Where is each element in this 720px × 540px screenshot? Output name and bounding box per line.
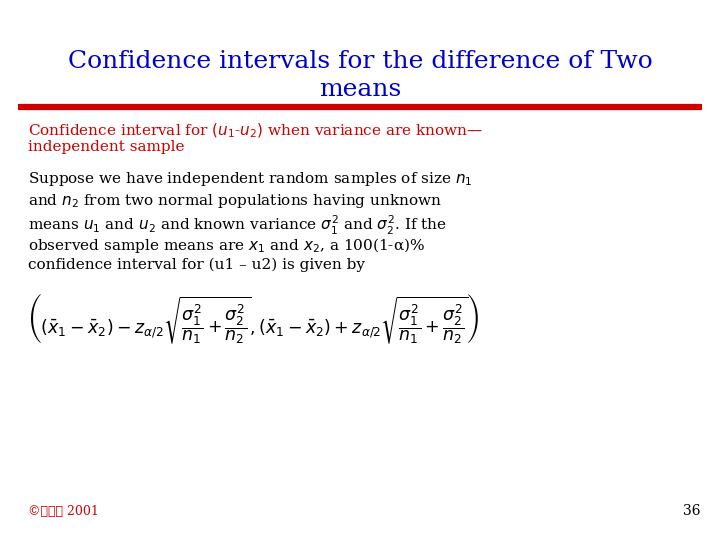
Text: observed sample means are $x_1$ and $x_2$, a 100(1-α)%: observed sample means are $x_1$ and $x_2… (28, 236, 425, 255)
Text: 36: 36 (683, 504, 700, 518)
Text: $\left( (\bar{x}_1 - \bar{x}_2) - z_{\alpha/2}\sqrt{\dfrac{\sigma_1^2}{n_1} + \d: $\left( (\bar{x}_1 - \bar{x}_2) - z_{\al… (28, 292, 480, 346)
Text: Suppose we have independent random samples of size $n_1$: Suppose we have independent random sampl… (28, 170, 472, 188)
Text: independent sample: independent sample (28, 140, 184, 154)
Text: means $u_1$ and $u_2$ and known variance $\sigma_1^2$ and $\sigma_2^2$. If the: means $u_1$ and $u_2$ and known variance… (28, 214, 447, 237)
Text: and $n_2$ from two normal populations having unknown: and $n_2$ from two normal populations ha… (28, 192, 442, 210)
Text: ©蘇國賢 2001: ©蘇國賢 2001 (28, 505, 99, 518)
Text: Confidence intervals for the difference of Two: Confidence intervals for the difference … (68, 50, 652, 73)
Text: Confidence interval for $(u_1$-$u_2)$ when variance are known—: Confidence interval for $(u_1$-$u_2)$ wh… (28, 122, 483, 140)
Text: confidence interval for (u1 – u2) is given by: confidence interval for (u1 – u2) is giv… (28, 258, 365, 272)
Text: means: means (319, 78, 401, 101)
